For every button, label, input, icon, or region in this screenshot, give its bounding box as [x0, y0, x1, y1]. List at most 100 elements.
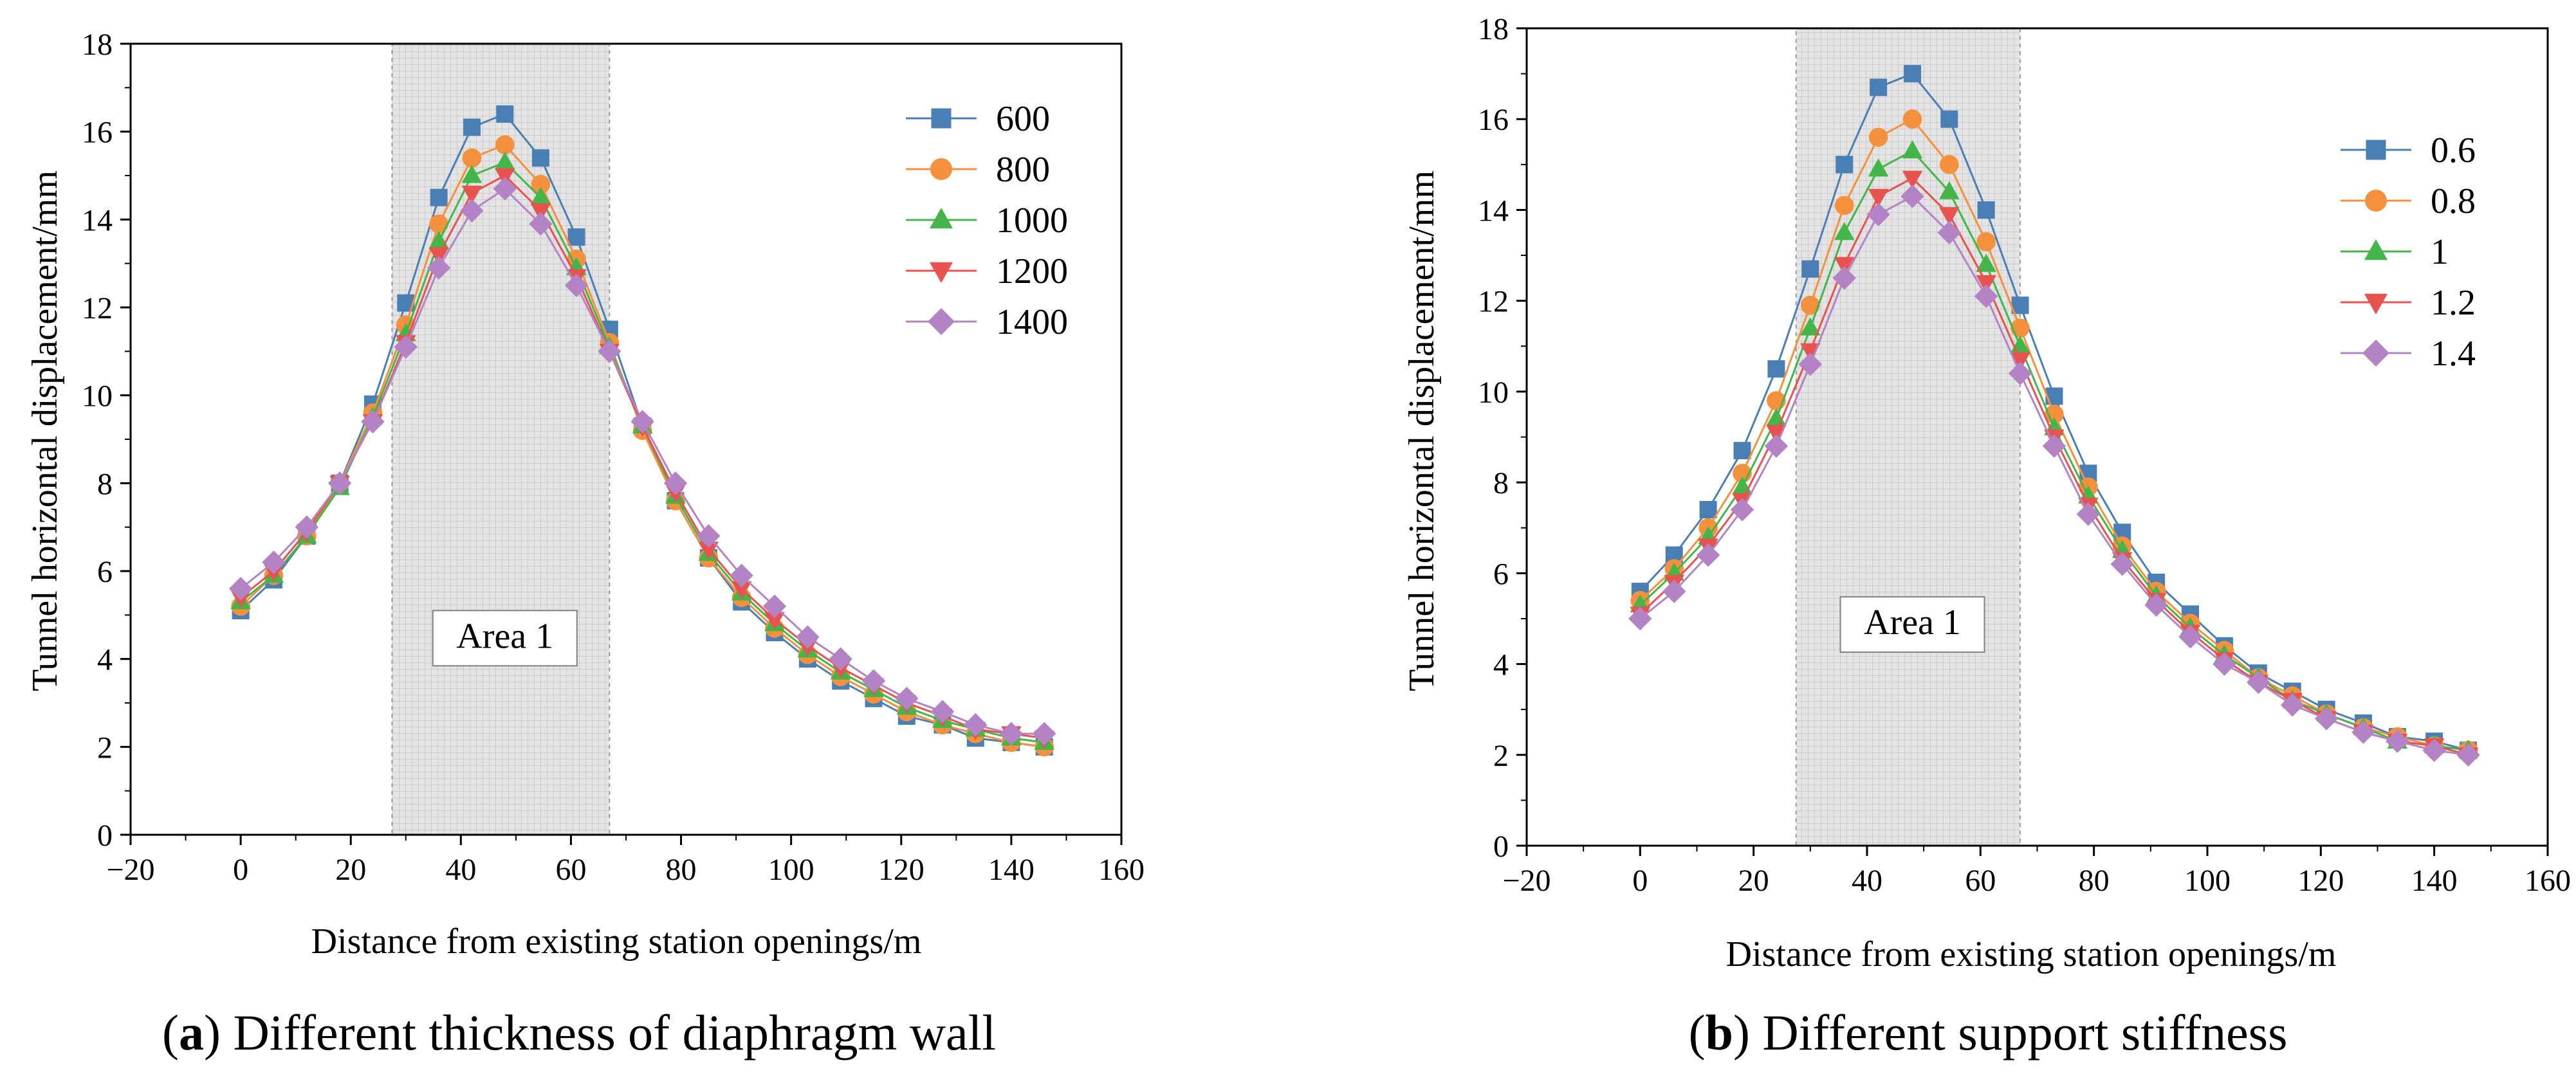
legend-label: 1200 [996, 251, 1068, 291]
data-point [796, 625, 820, 649]
data-point [1801, 295, 1820, 315]
data-point [496, 105, 514, 123]
data-point [462, 148, 482, 168]
data-point [598, 340, 621, 363]
caption-open-paren: ( [1689, 1005, 1706, 1060]
data-point [1834, 222, 1855, 241]
data-point [460, 199, 484, 223]
data-point [2113, 523, 2131, 542]
y-tick-label: 8 [1493, 466, 1509, 500]
series-1400 [229, 177, 1056, 745]
data-point [1902, 140, 1922, 159]
data-point [567, 228, 585, 246]
caption-letter: b [1706, 1005, 1733, 1060]
x-tick-label: 160 [2525, 864, 2571, 898]
legend-label: 1 [2431, 232, 2449, 272]
legend-label: 1.2 [2431, 283, 2476, 323]
legend-marker [930, 158, 952, 180]
data-point [495, 135, 515, 154]
x-tick-label: 20 [335, 853, 366, 887]
panel-b: Area 1 −20 0 20 40 60 80 100 120 140 160024681012… [1402, 12, 2571, 1060]
x-tick-label: 100 [768, 853, 814, 887]
data-point [1662, 579, 1686, 603]
caption-text: ) Different thickness of diaphragm wall [204, 1005, 996, 1060]
data-point [529, 212, 553, 236]
data-point [1904, 65, 1922, 83]
data-point [295, 515, 318, 539]
series-lines [229, 105, 1056, 757]
data-point [2422, 738, 2446, 762]
legend-label: 1400 [996, 302, 1068, 342]
data-point [1940, 155, 1959, 174]
data-point [1866, 203, 1890, 226]
data-point [1939, 181, 1960, 199]
data-point [530, 203, 551, 221]
series-1.2 [1630, 170, 2479, 765]
series-line-1.4 [1639, 195, 2469, 756]
series-line-800 [240, 143, 1045, 748]
legend-marker [930, 262, 953, 283]
data-point [1937, 221, 1961, 244]
legend-marker [930, 208, 953, 229]
x-tick-label: 60 [555, 853, 586, 887]
data-point [1800, 317, 1821, 336]
legend-label: 1000 [996, 201, 1068, 241]
data-point [1976, 254, 1996, 272]
y-tick-label: 16 [82, 116, 113, 150]
data-point [1868, 127, 1888, 147]
data-point [1940, 110, 1958, 128]
data-point [2213, 652, 2236, 676]
data-point [1733, 442, 1751, 460]
legend-item-1200: 1200 [906, 251, 1068, 291]
y-tick-label: 12 [1478, 285, 1509, 319]
data-point [428, 247, 449, 266]
y-tick-label: 14 [82, 203, 113, 237]
y-tick-label: 16 [1478, 103, 1509, 137]
legend-item-0.6: 0.6 [2341, 131, 2476, 170]
x-tick-label: 0 [1632, 864, 1648, 898]
caption-open-paren: ( [162, 1005, 179, 1060]
x-tick-label: 40 [1852, 864, 1882, 898]
panel-a: Area 1 −20 0 20 40 60 80 100 120 140 160024681012… [25, 28, 1145, 1060]
series-line-1200 [240, 174, 1045, 740]
legend-label: 0.6 [2431, 131, 2476, 170]
x-tick-label: 100 [2184, 864, 2231, 898]
x-axis-label: Distance from existing station openings/… [311, 922, 922, 961]
legend-label: 1.4 [2431, 334, 2476, 374]
data-point [1900, 185, 1924, 208]
data-point [2178, 625, 2202, 649]
area-1-label: Area 1 [456, 616, 553, 656]
plot-frame [1525, 27, 2549, 847]
legend-item-1: 1 [2341, 232, 2449, 272]
data-point [2144, 593, 2168, 617]
legend-label: 800 [996, 150, 1050, 190]
data-point [2456, 743, 2480, 767]
data-point [493, 177, 517, 201]
data-point [531, 149, 549, 167]
legend-marker [2362, 340, 2389, 367]
x-axis-label: Distance from existing station openings/… [1726, 934, 2337, 974]
x-tick-label: 140 [2411, 864, 2458, 898]
caption-a: (a) Different thickness of diaphragm wal… [162, 1005, 996, 1060]
y-tick-label: 14 [1478, 194, 1509, 228]
data-point [1939, 206, 1960, 225]
data-point [430, 188, 448, 206]
data-point [697, 524, 721, 548]
caption-b: (b) Different support stiffness [1689, 1005, 2288, 1060]
caption-letter: a [179, 1005, 204, 1060]
x-tick-label: 80 [2079, 864, 2110, 898]
y-tick-label: 10 [1478, 376, 1509, 410]
data-point [1834, 257, 1855, 275]
legend-marker [2364, 293, 2387, 314]
data-point [328, 471, 352, 495]
data-point [564, 273, 589, 297]
data-point [2351, 720, 2375, 744]
x-tick-label: 60 [1965, 864, 1996, 898]
legend-marker [931, 108, 952, 129]
data-point [895, 687, 919, 711]
x-tick-label: 80 [666, 853, 697, 887]
data-point [2386, 729, 2409, 753]
x-tick-label: 40 [445, 853, 476, 887]
legend-item-1000: 1000 [906, 201, 1068, 241]
data-point [663, 471, 688, 495]
